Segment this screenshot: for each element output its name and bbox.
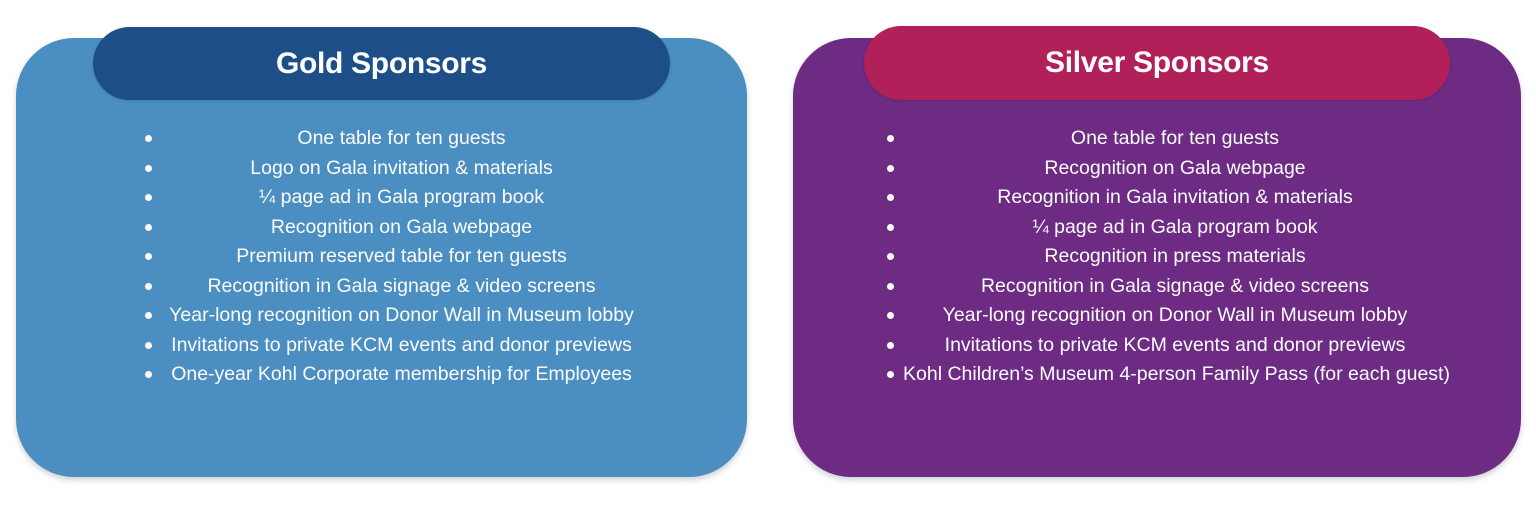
benefit-item: Recognition in Gala signage & video scre… bbox=[887, 272, 1447, 302]
gold-card-title: Gold Sponsors bbox=[275, 46, 488, 80]
benefit-text: Invitations to private KCM events and do… bbox=[944, 333, 1406, 356]
benefit-text: Year-long recognition on Donor Wall in M… bbox=[942, 304, 1408, 326]
bullet-dot-icon bbox=[145, 135, 152, 142]
bullet-dot-icon bbox=[887, 312, 894, 319]
sponsor-card-silver: Silver Sponsors One table for ten guests… bbox=[793, 26, 1521, 477]
benefit-text: Recognition in Gala signage & video scre… bbox=[207, 274, 596, 297]
bullet-dot-icon bbox=[887, 341, 894, 349]
bullet-dot-icon bbox=[887, 253, 894, 260]
bullet-dot-icon bbox=[145, 312, 152, 319]
benefit-text: ¼ page ad in Gala program book bbox=[1032, 215, 1318, 238]
benefit-item: Recognition on Gala webpage bbox=[887, 154, 1447, 184]
benefit-text: Recognition on Gala webpage bbox=[270, 215, 533, 238]
benefit-item: One table for ten guests bbox=[887, 124, 1447, 154]
bullet-dot-icon bbox=[145, 223, 152, 231]
benefit-item: Invitations to private KCM events and do… bbox=[145, 331, 644, 361]
benefit-item: Recognition in press materials bbox=[887, 242, 1447, 272]
bullet-dot-icon bbox=[145, 164, 152, 172]
bullet-dot-icon bbox=[887, 164, 894, 172]
bullet-dot-icon bbox=[887, 194, 894, 201]
benefit-text: Invitations to private KCM events and do… bbox=[171, 333, 632, 356]
bullet-dot-icon bbox=[145, 371, 152, 378]
benefit-item: ¼ page ad in Gala program book bbox=[145, 183, 644, 213]
sponsor-card-gold: Gold Sponsors One table for ten guests Lo… bbox=[16, 27, 747, 477]
gold-benefit-list: One table for ten guests Logo on Gala inv… bbox=[145, 124, 644, 390]
benefit-item: Premium reserved table for ten guests bbox=[145, 242, 644, 272]
bullet-dot-icon bbox=[887, 282, 894, 290]
benefit-text: One-year Kohl Corporate membership for E… bbox=[171, 363, 632, 385]
benefit-item: Recognition in Gala invitation & materia… bbox=[887, 183, 1447, 213]
benefit-text: Premium reserved table for ten guests bbox=[236, 245, 567, 267]
silver-card-header: Silver Sponsors bbox=[864, 26, 1450, 100]
bullet-dot-icon bbox=[145, 253, 152, 260]
benefit-item: Year-long recognition on Donor Wall in M… bbox=[887, 301, 1447, 331]
benefit-text: Logo on Gala invitation & materials bbox=[250, 156, 553, 179]
benefit-item: ¼ page ad in Gala program book bbox=[887, 213, 1447, 243]
benefit-item: Recognition on Gala webpage bbox=[145, 213, 644, 243]
benefit-item: Kohl Children’s Museum 4-person Family P… bbox=[887, 360, 1450, 390]
bullet-dot-icon bbox=[887, 135, 894, 142]
benefit-text: ¼ page ad in Gala program book bbox=[258, 186, 545, 208]
bullet-dot-icon bbox=[145, 341, 152, 349]
benefit-item: One table for ten guests bbox=[145, 124, 644, 154]
silver-card-title: Silver Sponsors bbox=[1045, 46, 1269, 79]
benefit-text: One table for ten guests bbox=[297, 127, 506, 149]
bullet-dot-icon bbox=[145, 194, 152, 201]
benefit-text: One table for ten guests bbox=[1070, 127, 1280, 149]
benefit-text: Recognition in Gala invitation & materia… bbox=[997, 186, 1353, 208]
benefit-item: Invitations to private KCM events and do… bbox=[887, 331, 1447, 361]
bullet-dot-icon bbox=[145, 282, 152, 290]
benefit-text: Recognition on Gala webpage bbox=[1044, 156, 1306, 179]
benefit-item: Logo on Gala invitation & materials bbox=[145, 154, 644, 184]
benefit-text: Kohl Children’s Museum 4-person Family P… bbox=[903, 363, 1450, 385]
benefit-item: Recognition in Gala signage & video scre… bbox=[145, 272, 644, 302]
benefit-text: Recognition in press materials bbox=[1044, 245, 1306, 267]
benefit-text: Year-long recognition on Donor Wall in M… bbox=[169, 304, 634, 326]
benefit-item: Year-long recognition on Donor Wall in M… bbox=[145, 301, 644, 331]
benefit-item: One-year Kohl Corporate membership for E… bbox=[145, 360, 644, 390]
bullet-dot-icon bbox=[887, 371, 894, 378]
silver-benefit-list: One table for ten guests Recognition on G… bbox=[887, 124, 1450, 390]
benefit-text: Recognition in Gala signage & video scre… bbox=[980, 274, 1370, 297]
gold-card-header: Gold Sponsors bbox=[93, 27, 670, 100]
bullet-dot-icon bbox=[887, 223, 894, 231]
